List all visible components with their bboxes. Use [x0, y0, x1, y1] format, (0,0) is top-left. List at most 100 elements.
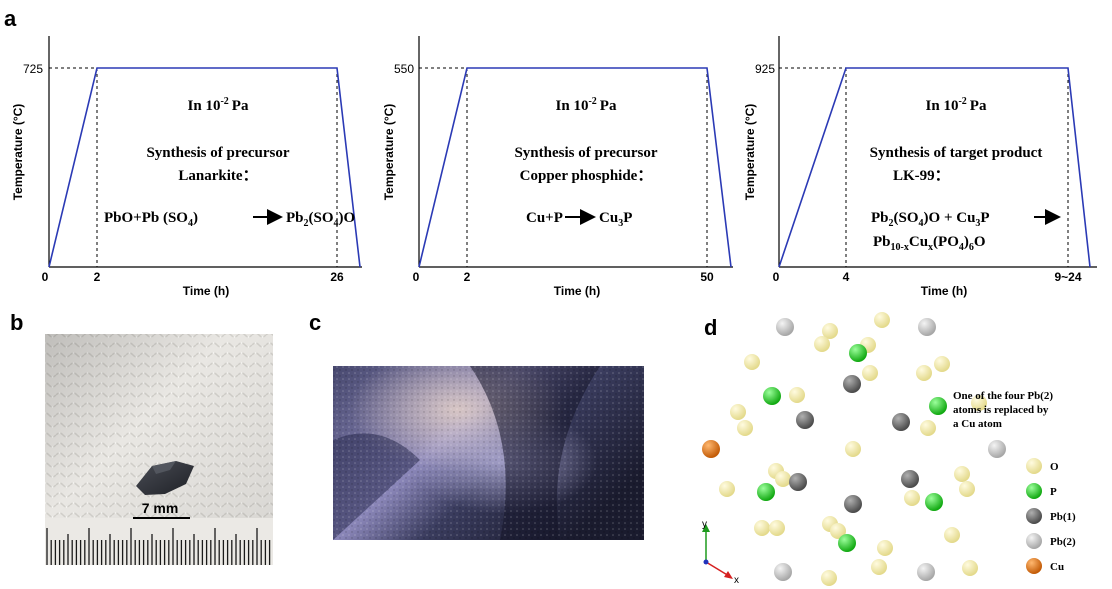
structure-note-line: atoms is replaced by — [953, 404, 1049, 416]
product-formula: Cu3P — [599, 210, 632, 229]
synthesis-subtitle: LK-99： — [893, 168, 950, 184]
x-tick-label: 2 — [94, 270, 101, 284]
oxygen-atom — [789, 387, 805, 403]
phosphorus-atom — [763, 387, 781, 405]
x-tick-label: 0 — [413, 270, 420, 284]
product-formula: Pb10-xCux(PO4)6O — [873, 234, 986, 253]
lead1-atom — [844, 495, 862, 513]
oxygen-atom — [871, 559, 887, 575]
sample-crystal — [136, 461, 194, 495]
lead1-atom — [892, 413, 910, 431]
oxygen-atom — [775, 471, 791, 487]
reactant-formula: PbO+Pb (SO4) — [104, 210, 198, 229]
y-tick-label: 925 — [755, 62, 775, 76]
oxygen-atom — [830, 523, 846, 539]
lead1-atom — [843, 375, 861, 393]
x-axis-label: Time (h) — [183, 284, 229, 298]
oxygen-atom — [904, 490, 920, 506]
chart-lk99: 925 0 4 9~24 Time (h) Temperature (°C) I… — [743, 36, 1097, 298]
x-axis-label: Time (h) — [554, 284, 600, 298]
oxygen-atom — [822, 323, 838, 339]
synthesis-title: Synthesis of precursor — [514, 145, 657, 161]
oxygen-atom — [769, 520, 785, 536]
synthesis-title: Synthesis of target product — [870, 145, 1043, 161]
oxygen-atom — [814, 336, 830, 352]
axis-triad: y x — [702, 519, 739, 586]
atmosphere-label: In 10-2 Pa — [926, 96, 987, 114]
crystal-structure — [702, 312, 1006, 586]
sample-photo: 7 mm — [45, 334, 273, 565]
y-axis-label: Temperature (°C) — [11, 104, 25, 201]
reactant-formula: Pb2(SO4)O + Cu3P — [871, 210, 990, 229]
lead2-atom — [988, 440, 1006, 458]
phosphorus-atom — [757, 483, 775, 501]
ruler — [46, 528, 271, 565]
oxygen-atom — [959, 481, 975, 497]
x-tick-label: 9~24 — [1054, 270, 1081, 284]
axis-x-arrow — [705, 561, 730, 577]
oxygen-atom — [934, 356, 950, 372]
y-axis-label: Temperature (°C) — [743, 104, 757, 201]
legend-swatch — [1026, 558, 1042, 574]
lead1-atom — [789, 473, 807, 491]
legend-label: Pb(1) — [1050, 511, 1076, 523]
temperature-profile-line — [418, 67, 732, 268]
legend-swatch — [1026, 458, 1042, 474]
x-tick-label: 26 — [330, 270, 344, 284]
x-tick-label: 50 — [700, 270, 714, 284]
oxygen-atom — [962, 560, 978, 576]
axis-origin — [703, 559, 709, 565]
atmosphere-label: In 10-2 Pa — [556, 96, 617, 114]
product-formula: Pb2(SO4)O — [286, 210, 355, 229]
legend-swatch — [1026, 533, 1042, 549]
y-tick-label: 550 — [394, 62, 414, 76]
chart-copper-phosphide: 550 0 2 50 Time (h) Temperature (°C) In … — [382, 36, 733, 298]
oxygen-atom — [754, 520, 770, 536]
lead1-atom — [901, 470, 919, 488]
x-tick-label: 2 — [464, 270, 471, 284]
structure-note-line: One of the four Pb(2) — [953, 390, 1053, 402]
legend-label: O — [1050, 461, 1059, 473]
phosphorus-atom — [849, 344, 867, 362]
legend-label: P — [1050, 486, 1057, 498]
oxygen-atom — [862, 365, 878, 381]
lead2-atom — [774, 563, 792, 581]
synthesis-subtitle: Copper phosphide： — [520, 168, 653, 184]
legend-label: Cu — [1050, 561, 1064, 573]
lead2-atom — [918, 318, 936, 336]
legend-swatch — [1026, 508, 1042, 524]
temperature-profile-line — [778, 67, 1091, 268]
legend-swatch — [1026, 483, 1042, 499]
oxygen-atom — [744, 354, 760, 370]
x-tick-label: 4 — [843, 270, 850, 284]
oxygen-atom — [845, 441, 861, 457]
y-tick-label: 725 — [23, 62, 43, 76]
synthesis-title: Synthesis of precursor — [146, 145, 289, 161]
phosphorus-atom — [925, 493, 943, 511]
oxygen-atom — [916, 365, 932, 381]
oxygen-atom — [920, 420, 936, 436]
copper-atom — [702, 440, 720, 458]
oxygen-atom — [954, 466, 970, 482]
microscope-photo — [333, 366, 644, 540]
x-axis-label: Time (h) — [921, 284, 967, 298]
oxygen-atom — [971, 395, 987, 411]
x-tick-label: 0 — [42, 270, 49, 284]
oxygen-atom — [944, 527, 960, 543]
panel-label-c: c — [309, 310, 321, 335]
oxygen-atom — [874, 312, 890, 328]
oxygen-atom — [821, 570, 837, 586]
panel-label-d: d — [704, 315, 717, 340]
atom-legend: O P Pb(1) Pb(2) Cu — [1026, 458, 1076, 574]
oxygen-atom — [877, 540, 893, 556]
phosphorus-atom — [838, 534, 856, 552]
structure-note-line: a Cu atom — [953, 418, 1002, 430]
axis-y-label: y — [702, 519, 707, 530]
oxygen-atom — [737, 420, 753, 436]
phosphorus-atom — [929, 397, 947, 415]
reactant-formula: Cu+P — [526, 210, 563, 226]
x-tick-label: 0 — [773, 270, 780, 284]
panel-label-a: a — [4, 6, 17, 31]
atmosphere-label: In 10-2 Pa — [188, 96, 249, 114]
